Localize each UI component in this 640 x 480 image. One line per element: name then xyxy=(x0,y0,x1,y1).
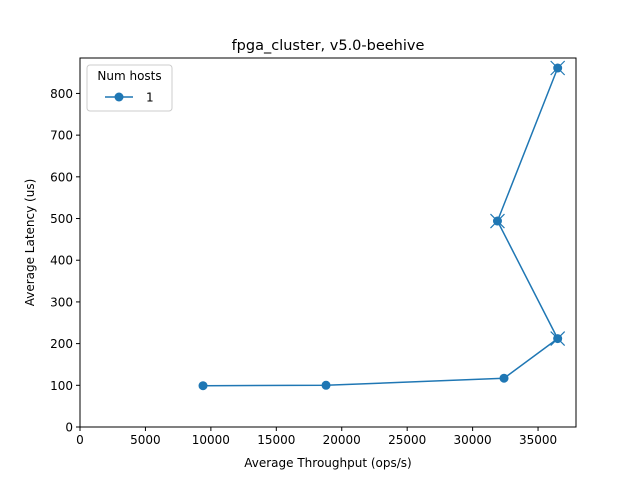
x-axis-label: Average Throughput (ops/s) xyxy=(244,456,411,470)
x-tick-label: 30000 xyxy=(454,433,492,447)
legend-entry-label: 1 xyxy=(146,91,154,105)
y-tick-label: 100 xyxy=(50,379,73,393)
x-tick-label: 0 xyxy=(76,433,84,447)
x-tick-label: 35000 xyxy=(519,433,557,447)
legend: Num hosts 1 xyxy=(86,64,173,112)
chart-title: fpga_cluster, v5.0-beehive xyxy=(232,38,425,54)
y-axis-label: Average Latency (us) xyxy=(23,179,37,307)
data-point xyxy=(553,63,563,73)
x-tick-label: 25000 xyxy=(388,433,426,447)
legend-box xyxy=(86,64,173,112)
y-tick-label: 0 xyxy=(65,421,73,435)
legend-title: Num hosts xyxy=(97,69,161,83)
x-tick-label: 20000 xyxy=(323,433,361,447)
y-tick-label: 300 xyxy=(50,295,73,309)
y-tick-label: 800 xyxy=(50,87,73,101)
series-line xyxy=(203,67,559,387)
data-point xyxy=(499,373,509,383)
y-tick-label: 600 xyxy=(50,170,73,184)
plot-frame xyxy=(79,57,577,428)
x-tick-label: 15000 xyxy=(257,433,295,447)
y-tick-label: 200 xyxy=(50,337,73,351)
y-tick-label: 500 xyxy=(50,212,73,226)
legend-marker-swatch xyxy=(114,92,124,102)
data-point xyxy=(198,381,208,391)
x-tick-label: 10000 xyxy=(192,433,230,447)
y-tick-label: 700 xyxy=(50,129,73,143)
x-tick-label: 5000 xyxy=(130,433,161,447)
y-tick-label: 400 xyxy=(50,254,73,268)
data-point xyxy=(492,216,502,226)
data-point xyxy=(321,380,331,390)
data-point xyxy=(553,334,563,344)
